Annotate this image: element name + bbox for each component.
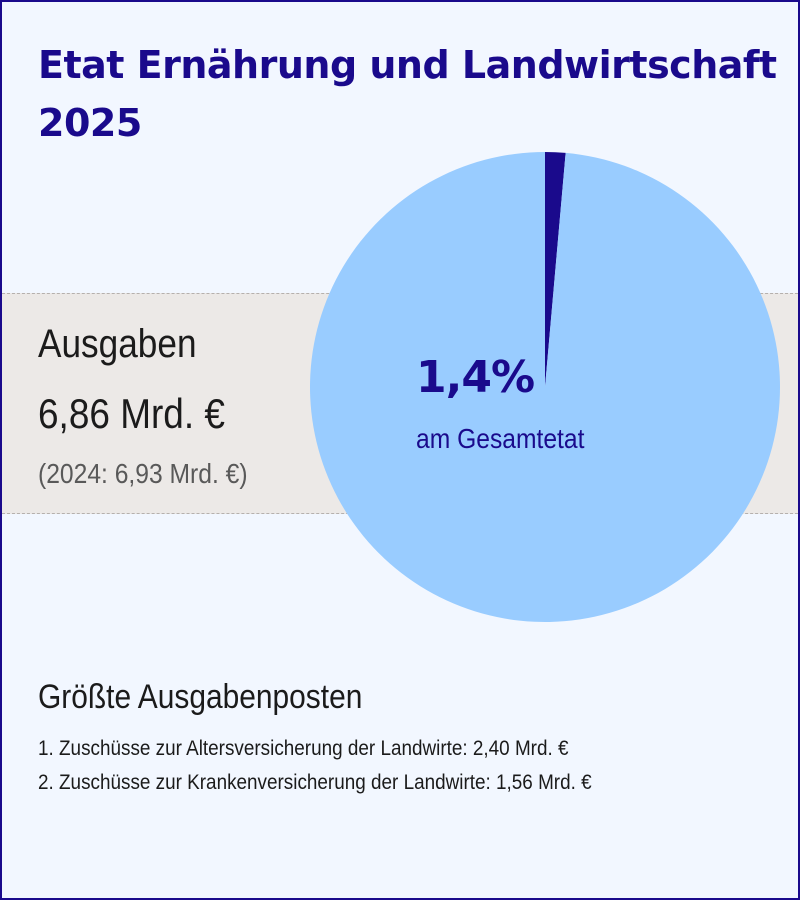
list-item: 2. Zuschüsse zur Krankenversicherung der… — [38, 771, 592, 794]
page-title: Etat Ernährung und Landwirtschaft 2025 — [38, 43, 777, 145]
share-percent: 1,4% — [416, 352, 535, 403]
expenses-value: 6,86 Mrd. € — [38, 390, 225, 437]
share-label: am Gesamtetat — [416, 423, 585, 454]
expenses-label: Ausgaben — [38, 322, 197, 366]
pie-slice-share — [545, 152, 566, 387]
expenses-previous-year: (2024: 6,93 Mrd. €) — [38, 458, 248, 489]
list-item: 1. Zuschüsse zur Altersversicherung der … — [38, 737, 569, 760]
largest-items-list: 1. Zuschüsse zur Altersversicherung der … — [38, 732, 653, 800]
largest-items-title: Größte Ausgabenposten — [38, 678, 363, 716]
pie-slice-rest — [310, 151, 780, 623]
